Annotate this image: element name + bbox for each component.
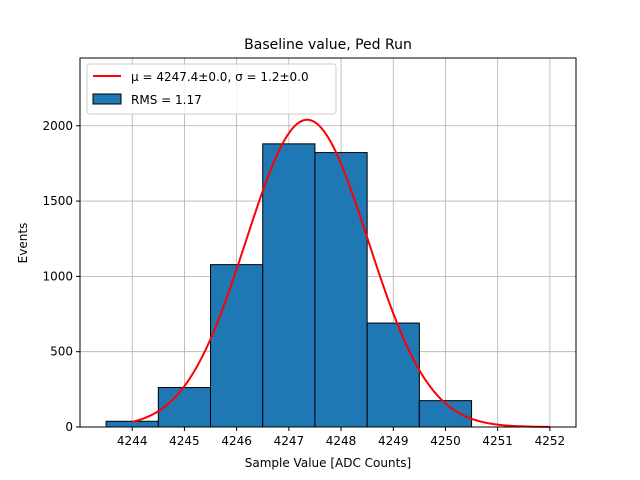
legend-histogram-swatch [93,94,121,104]
x-tick-label: 4244 [117,434,148,448]
y-tick-label: 0 [65,420,73,434]
x-axis-label: Sample Value [ADC Counts] [245,456,411,470]
y-axis-ticks: 0 500 1000 1500 2000 [42,119,80,434]
histogram-bar [315,153,367,427]
x-tick-label: 4249 [378,434,409,448]
x-tick-label: 4247 [274,434,305,448]
x-tick-label: 4248 [326,434,357,448]
x-tick-label: 4250 [430,434,461,448]
histogram-bar [158,388,210,427]
y-tick-label: 500 [50,345,73,359]
chart-title: Baseline value, Ped Run [244,37,412,53]
histogram-bars [106,144,471,427]
histogram-bar [106,421,158,427]
histogram-bar [263,144,315,427]
legend-fit-label: μ = 4247.4±0.0, σ = 1.2±0.0 [131,70,309,84]
y-tick-label: 1000 [42,269,73,283]
legend: μ = 4247.4±0.0, σ = 1.2±0.0 RMS = 1.17 [87,64,336,114]
x-tick-label: 4252 [535,434,566,448]
histogram-bar [211,265,263,427]
x-tick-label: 4251 [482,434,513,448]
y-axis-label: Events [16,223,30,264]
x-tick-label: 4246 [221,434,252,448]
histogram-bar [367,323,419,427]
y-tick-label: 2000 [42,119,73,133]
x-axis-ticks: 4244 4245 4246 4247 4248 4249 4250 4251 4252 [117,427,565,448]
y-tick-label: 1500 [42,194,73,208]
x-tick-label: 4245 [169,434,200,448]
legend-histogram-label: RMS = 1.17 [131,93,202,107]
